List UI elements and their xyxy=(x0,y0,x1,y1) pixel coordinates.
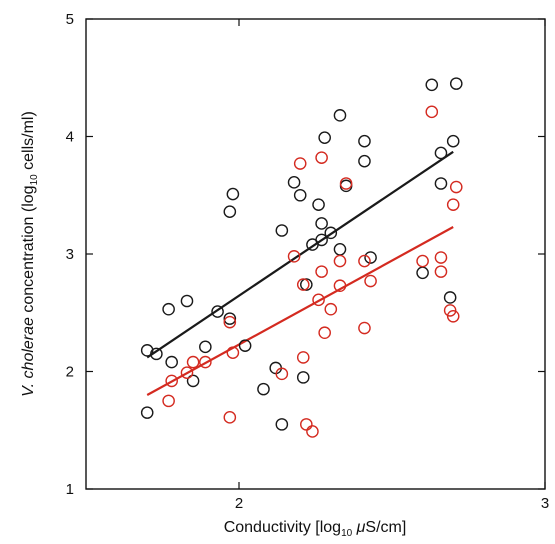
point-0 xyxy=(333,242,347,256)
y-tick-label: 1 xyxy=(66,481,74,498)
point-1 xyxy=(199,355,212,369)
point-0 xyxy=(318,131,331,144)
point-1 xyxy=(333,254,347,268)
point-0 xyxy=(226,187,240,201)
point-1 xyxy=(339,177,353,190)
point-0 xyxy=(333,109,347,122)
point-1 xyxy=(315,265,328,278)
point-0 xyxy=(180,294,194,308)
point-1 xyxy=(416,254,429,268)
point-0 xyxy=(211,305,224,318)
point-1 xyxy=(296,278,310,291)
point-0 xyxy=(416,266,429,280)
data-points xyxy=(140,77,463,438)
point-0 xyxy=(434,177,448,190)
point-1 xyxy=(165,374,178,388)
y-tick-label: 4 xyxy=(66,129,74,146)
point-1 xyxy=(315,151,328,164)
point-0 xyxy=(223,205,237,218)
point-0 xyxy=(150,347,163,361)
point-0 xyxy=(425,78,439,92)
point-0 xyxy=(434,146,448,160)
fit-line-0 xyxy=(146,150,454,359)
point-1 xyxy=(324,302,338,316)
point-1 xyxy=(226,346,240,360)
point-0 xyxy=(364,251,377,264)
point-0 xyxy=(165,355,178,369)
axis-ticks xyxy=(86,18,546,490)
point-0 xyxy=(358,154,371,168)
point-1 xyxy=(293,157,307,170)
point-0 xyxy=(223,312,237,325)
point-1 xyxy=(333,279,347,293)
point-1 xyxy=(162,394,175,408)
point-1 xyxy=(318,326,331,340)
point-1 xyxy=(425,105,439,119)
regression-lines xyxy=(146,150,454,396)
point-0 xyxy=(293,188,307,202)
point-1 xyxy=(300,418,313,431)
point-0 xyxy=(162,302,175,316)
point-0 xyxy=(300,278,313,291)
point-0 xyxy=(238,339,252,352)
plot-frame xyxy=(85,18,546,490)
point-0 xyxy=(199,340,212,354)
point-1 xyxy=(364,274,377,288)
point-1 xyxy=(434,265,448,278)
fit-line-1 xyxy=(146,226,454,396)
y-tick-label: 2 xyxy=(66,364,74,381)
point-0 xyxy=(186,374,200,388)
y-axis-label: V. cholerae concentration (log10 cells/m… xyxy=(20,111,40,397)
point-0 xyxy=(312,198,325,211)
point-1 xyxy=(443,304,457,317)
point-0 xyxy=(446,134,460,148)
y-tick-label: 5 xyxy=(66,11,74,28)
point-1 xyxy=(180,366,194,379)
point-0 xyxy=(315,233,328,247)
point-1 xyxy=(275,367,289,381)
point-0 xyxy=(315,217,328,230)
point-1 xyxy=(287,250,301,263)
point-0 xyxy=(140,406,154,419)
point-1 xyxy=(449,180,463,194)
point-1 xyxy=(186,355,200,369)
axis-tick-labels: 1 2 3 4 5 2 3 xyxy=(66,11,550,512)
point-1 xyxy=(306,425,319,438)
point-0 xyxy=(358,134,371,148)
point-1 xyxy=(358,254,371,268)
point-0 xyxy=(443,291,457,304)
point-1 xyxy=(446,309,460,323)
point-0 xyxy=(449,77,463,90)
point-1 xyxy=(446,198,460,211)
x-tick-label: 3 xyxy=(541,495,549,512)
x-tick-label: 2 xyxy=(235,495,243,512)
point-1 xyxy=(434,251,448,264)
point-0 xyxy=(257,382,270,396)
point-1 xyxy=(312,293,325,307)
x-axis-label: Conductivity [log10 μS/cm] xyxy=(224,519,407,539)
point-0 xyxy=(296,371,310,384)
point-1 xyxy=(223,411,237,424)
y-tick-label: 3 xyxy=(66,246,74,263)
point-0 xyxy=(275,418,289,431)
point-1 xyxy=(223,315,237,329)
point-0 xyxy=(324,226,338,240)
point-1 xyxy=(296,351,310,364)
point-0 xyxy=(275,224,289,237)
point-0 xyxy=(287,176,301,189)
point-1 xyxy=(358,321,371,335)
